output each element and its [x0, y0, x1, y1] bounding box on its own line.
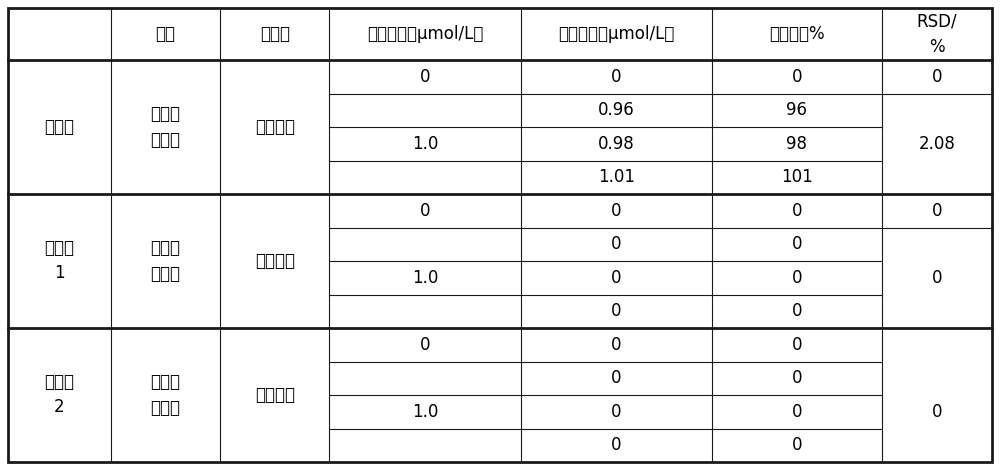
Text: 98: 98	[786, 135, 807, 153]
Text: 101: 101	[781, 168, 813, 186]
Text: 96: 96	[786, 101, 807, 119]
Text: 0: 0	[792, 68, 802, 86]
Text: 回收率／%: 回收率／%	[769, 25, 825, 43]
Text: 0.98: 0.98	[598, 135, 635, 153]
Text: 1.0: 1.0	[412, 403, 438, 421]
Text: 0: 0	[792, 403, 802, 421]
Text: 测得值／（μmol/L）: 测得值／（μmol/L）	[558, 25, 675, 43]
Text: 0: 0	[611, 436, 622, 454]
Text: 0: 0	[932, 403, 942, 421]
Text: 0: 0	[611, 202, 622, 220]
Text: 1.0: 1.0	[412, 135, 438, 153]
Text: 0: 0	[420, 68, 430, 86]
Text: 添加量／（μmol/L）: 添加量／（μmol/L）	[367, 25, 483, 43]
Text: 0: 0	[792, 436, 802, 454]
Text: 0: 0	[611, 302, 622, 320]
Text: 0.96: 0.96	[598, 101, 635, 119]
Text: 0: 0	[792, 235, 802, 253]
Text: 某养鱼
场水样: 某养鱼 场水样	[150, 105, 180, 149]
Text: 0: 0	[792, 369, 802, 387]
Text: 0: 0	[932, 269, 942, 287]
Text: 0: 0	[792, 302, 802, 320]
Text: 0: 0	[792, 336, 802, 354]
Text: 0: 0	[611, 68, 622, 86]
Text: 0: 0	[611, 235, 622, 253]
Text: 呻喂唠酵: 呻喂唠酵	[255, 252, 295, 270]
Text: 0: 0	[611, 403, 622, 421]
Text: RSD/
%: RSD/ %	[916, 13, 957, 55]
Text: 0: 0	[420, 336, 430, 354]
Text: 0: 0	[932, 68, 942, 86]
Text: 2.08: 2.08	[918, 135, 955, 153]
Text: 0: 0	[932, 202, 942, 220]
Text: 呻喂唠酵: 呻喂唠酵	[255, 118, 295, 136]
Text: 呻喂唠酵: 呻喂唠酵	[255, 386, 295, 404]
Text: 分析物: 分析物	[260, 25, 290, 43]
Text: 1.01: 1.01	[598, 168, 635, 186]
Text: 实施例: 实施例	[44, 118, 74, 136]
Text: 0: 0	[611, 336, 622, 354]
Text: 样品: 样品	[155, 25, 175, 43]
Text: 1.0: 1.0	[412, 269, 438, 287]
Text: 0: 0	[792, 202, 802, 220]
Text: 比较例
1: 比较例 1	[44, 240, 74, 282]
Text: 0: 0	[420, 202, 430, 220]
Text: 0: 0	[611, 269, 622, 287]
Text: 某养鱼
场水样: 某养鱼 场水样	[150, 374, 180, 416]
Text: 0: 0	[792, 269, 802, 287]
Text: 比较例
2: 比较例 2	[44, 374, 74, 416]
Text: 某养鱼
场水样: 某养鱼 场水样	[150, 240, 180, 282]
Text: 0: 0	[611, 369, 622, 387]
